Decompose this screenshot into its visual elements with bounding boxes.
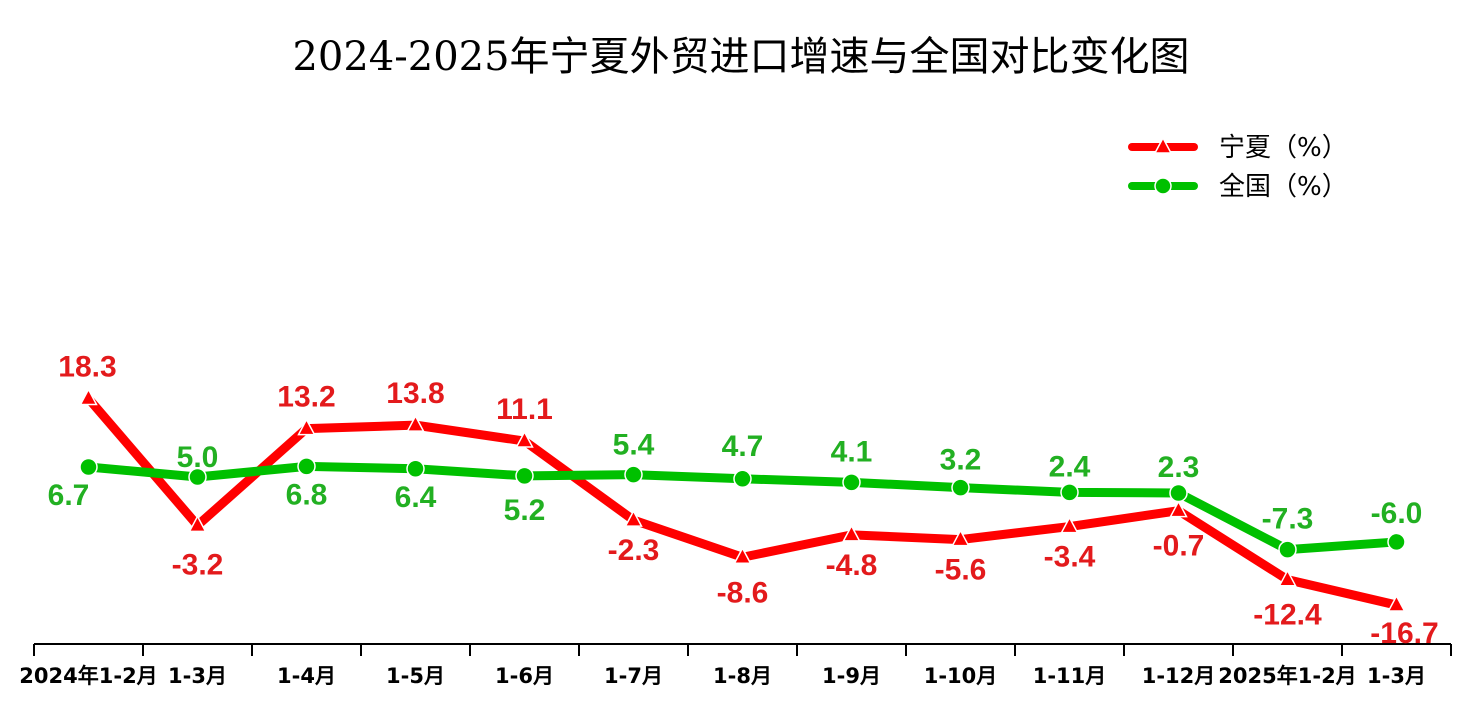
x-tick-label: 1-6月 [495, 664, 554, 688]
marker-triangle [624, 509, 643, 527]
x-tick-label: 1-4月 [277, 664, 336, 688]
x-axis-tick-labels: 2024年1-2月 1-3月 1-4月 1-5月 1-6月 1-7月 1-8月 1-9月 1-1… [19, 664, 1426, 688]
data-label-national: 2.3 [1158, 451, 1200, 484]
x-tick-label: 1-5月 [386, 664, 445, 688]
data-label-national: 4.7 [722, 430, 764, 463]
data-label-ningxia: -16.7 [1370, 617, 1438, 650]
legend: 宁夏（%） 全国（%） [1128, 133, 1348, 202]
x-tick-label: 2024年1-2月 [19, 664, 157, 688]
chart-title: 2024-2025年宁夏外贸进口增速与全国对比变化图 [292, 34, 1189, 80]
data-labels: 18.3 -3.2 13.2 13.8 11.1 -2.3 -8.6 -4.8 -5.6 -3.4… [48, 351, 1439, 651]
data-label-ningxia: 13.2 [277, 381, 335, 414]
marker-circle [624, 465, 643, 484]
marker-circle [1278, 540, 1297, 559]
marker-triangle [1278, 569, 1297, 587]
data-label-ningxia: -0.7 [1153, 530, 1205, 563]
marker-triangle [1387, 594, 1406, 612]
marker-triangle [1169, 500, 1188, 518]
marker-circle [297, 457, 316, 476]
x-tick-label: 1-8月 [713, 664, 772, 688]
x-tick-label: 1-12月 [1142, 664, 1216, 688]
marker-circle [842, 473, 861, 492]
marker-circle [515, 466, 534, 486]
marker-triangle [951, 528, 970, 547]
marker-circle [733, 469, 752, 489]
legend-item-ningxia[interactable]: 宁夏（%） [1128, 133, 1348, 163]
data-label-ningxia: 18.3 [58, 351, 116, 384]
data-label-national: 5.4 [613, 429, 655, 462]
x-tick-label: 1-3月 [1367, 664, 1426, 688]
marker-circle [188, 467, 207, 487]
data-label-national: 5.2 [504, 494, 546, 527]
legend-ningxia-triangle-icon [1153, 136, 1173, 154]
legend-national-label: 全国（%） [1219, 172, 1348, 202]
x-tick-label: 1-11月 [1033, 664, 1107, 688]
marker-triangle [733, 546, 752, 565]
legend-ningxia-label: 宁夏（%） [1219, 133, 1348, 163]
marker-circle [1169, 483, 1188, 503]
marker-circle [406, 459, 425, 479]
data-label-ningxia: -5.6 [935, 554, 987, 587]
marker-triangle [842, 524, 861, 542]
data-label-national: 6.4 [395, 481, 437, 514]
data-label-national: 6.8 [286, 478, 328, 511]
data-label-ningxia: -8.6 [717, 576, 769, 609]
data-label-ningxia: -2.3 [608, 534, 660, 567]
marker-triangle [515, 430, 534, 448]
marker-circle [79, 457, 98, 477]
marker-circle [951, 478, 970, 497]
marker-triangle [406, 414, 425, 432]
data-label-ningxia: 13.8 [386, 377, 444, 410]
data-markers [79, 387, 1406, 612]
marker-circle [1387, 532, 1406, 552]
data-label-national: 5.0 [177, 441, 219, 474]
data-label-national: 2.4 [1049, 450, 1091, 483]
x-tick-label: 2025年1-2月 [1218, 664, 1356, 688]
data-label-national: -7.3 [1262, 503, 1314, 536]
legend-national-circle-icon [1154, 177, 1172, 195]
data-label-national: 3.2 [940, 444, 982, 477]
data-label-ningxia: 11.1 [496, 393, 553, 426]
marker-triangle [297, 418, 316, 436]
data-label-ningxia: -3.2 [172, 548, 224, 581]
marker-triangle [79, 387, 98, 406]
data-label-national: 6.7 [48, 479, 90, 512]
data-label-national: -6.0 [1371, 497, 1423, 530]
x-tick-label: 1-9月 [822, 664, 881, 688]
legend-item-national[interactable]: 全国（%） [1128, 172, 1348, 202]
marker-triangle [1060, 515, 1079, 534]
data-label-ningxia: -4.8 [826, 549, 878, 582]
x-axis [33, 643, 1452, 656]
data-label-national: 4.1 [831, 435, 873, 468]
data-label-ningxia: -3.4 [1044, 541, 1096, 574]
marker-circle [1060, 483, 1079, 502]
x-tick-label: 1-10月 [924, 664, 998, 688]
data-label-ningxia: -12.4 [1253, 599, 1322, 632]
marker-triangle [188, 514, 207, 533]
x-tick-label: 1-3月 [168, 664, 227, 688]
x-tick-label: 1-7月 [604, 664, 663, 688]
